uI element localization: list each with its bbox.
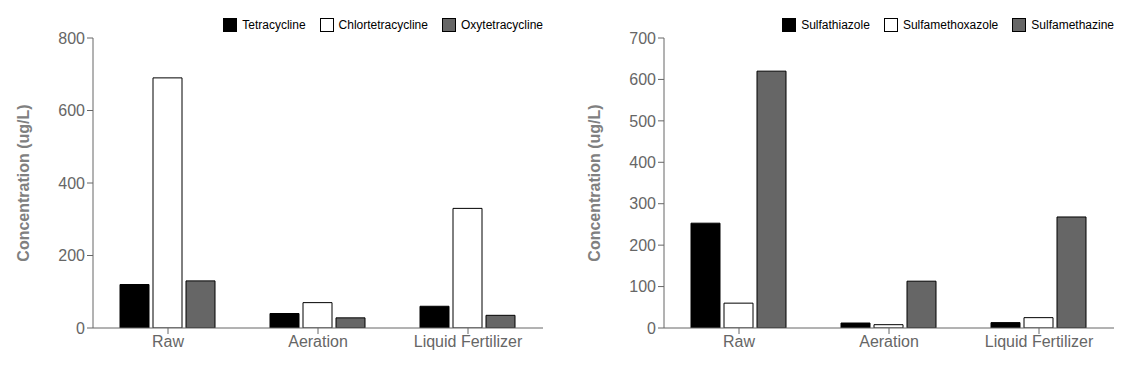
svg-text:Raw: Raw — [723, 333, 755, 350]
svg-text:0: 0 — [647, 320, 656, 337]
svg-text:Raw: Raw — [152, 333, 184, 350]
html-text:Sulfamethoxazole: Sulfamethoxazole — [902, 18, 999, 32]
svg-text:400: 400 — [58, 175, 85, 192]
svg-text:300: 300 — [629, 195, 656, 212]
html-text:Chlortetracycline: Chlortetracycline — [338, 18, 428, 32]
svg-text:600: 600 — [629, 71, 656, 88]
html-text:Tetracycline: Tetracycline — [242, 18, 306, 32]
svg-text:700: 700 — [629, 30, 656, 47]
svg-text:Concentration (ug/L): Concentration (ug/L) — [15, 104, 32, 261]
svg-text:200: 200 — [629, 237, 656, 254]
svg-text:Liquid Fertilizer: Liquid Fertilizer — [985, 333, 1094, 350]
svg-text:Liquid Fertilizer: Liquid Fertilizer — [414, 333, 523, 350]
html-text:Sulfathiazole: Sulfathiazole — [801, 18, 870, 32]
svg-text:0: 0 — [76, 320, 85, 337]
svg-text:500: 500 — [629, 113, 656, 130]
svg-text:100: 100 — [629, 278, 656, 295]
svg-text:400: 400 — [629, 154, 656, 171]
svg-text:Concentration (ug/L): Concentration (ug/L) — [586, 104, 603, 261]
html-text:Oxytetracycline: Oxytetracycline — [461, 18, 543, 32]
svg-text:600: 600 — [58, 102, 85, 119]
svg-text:Aeration: Aeration — [859, 333, 919, 350]
svg-text:Aeration: Aeration — [288, 333, 348, 350]
svg-text:800: 800 — [58, 30, 85, 47]
html-text:Sulfamethazine: Sulfamethazine — [1031, 18, 1114, 32]
svg-text:200: 200 — [58, 247, 85, 264]
